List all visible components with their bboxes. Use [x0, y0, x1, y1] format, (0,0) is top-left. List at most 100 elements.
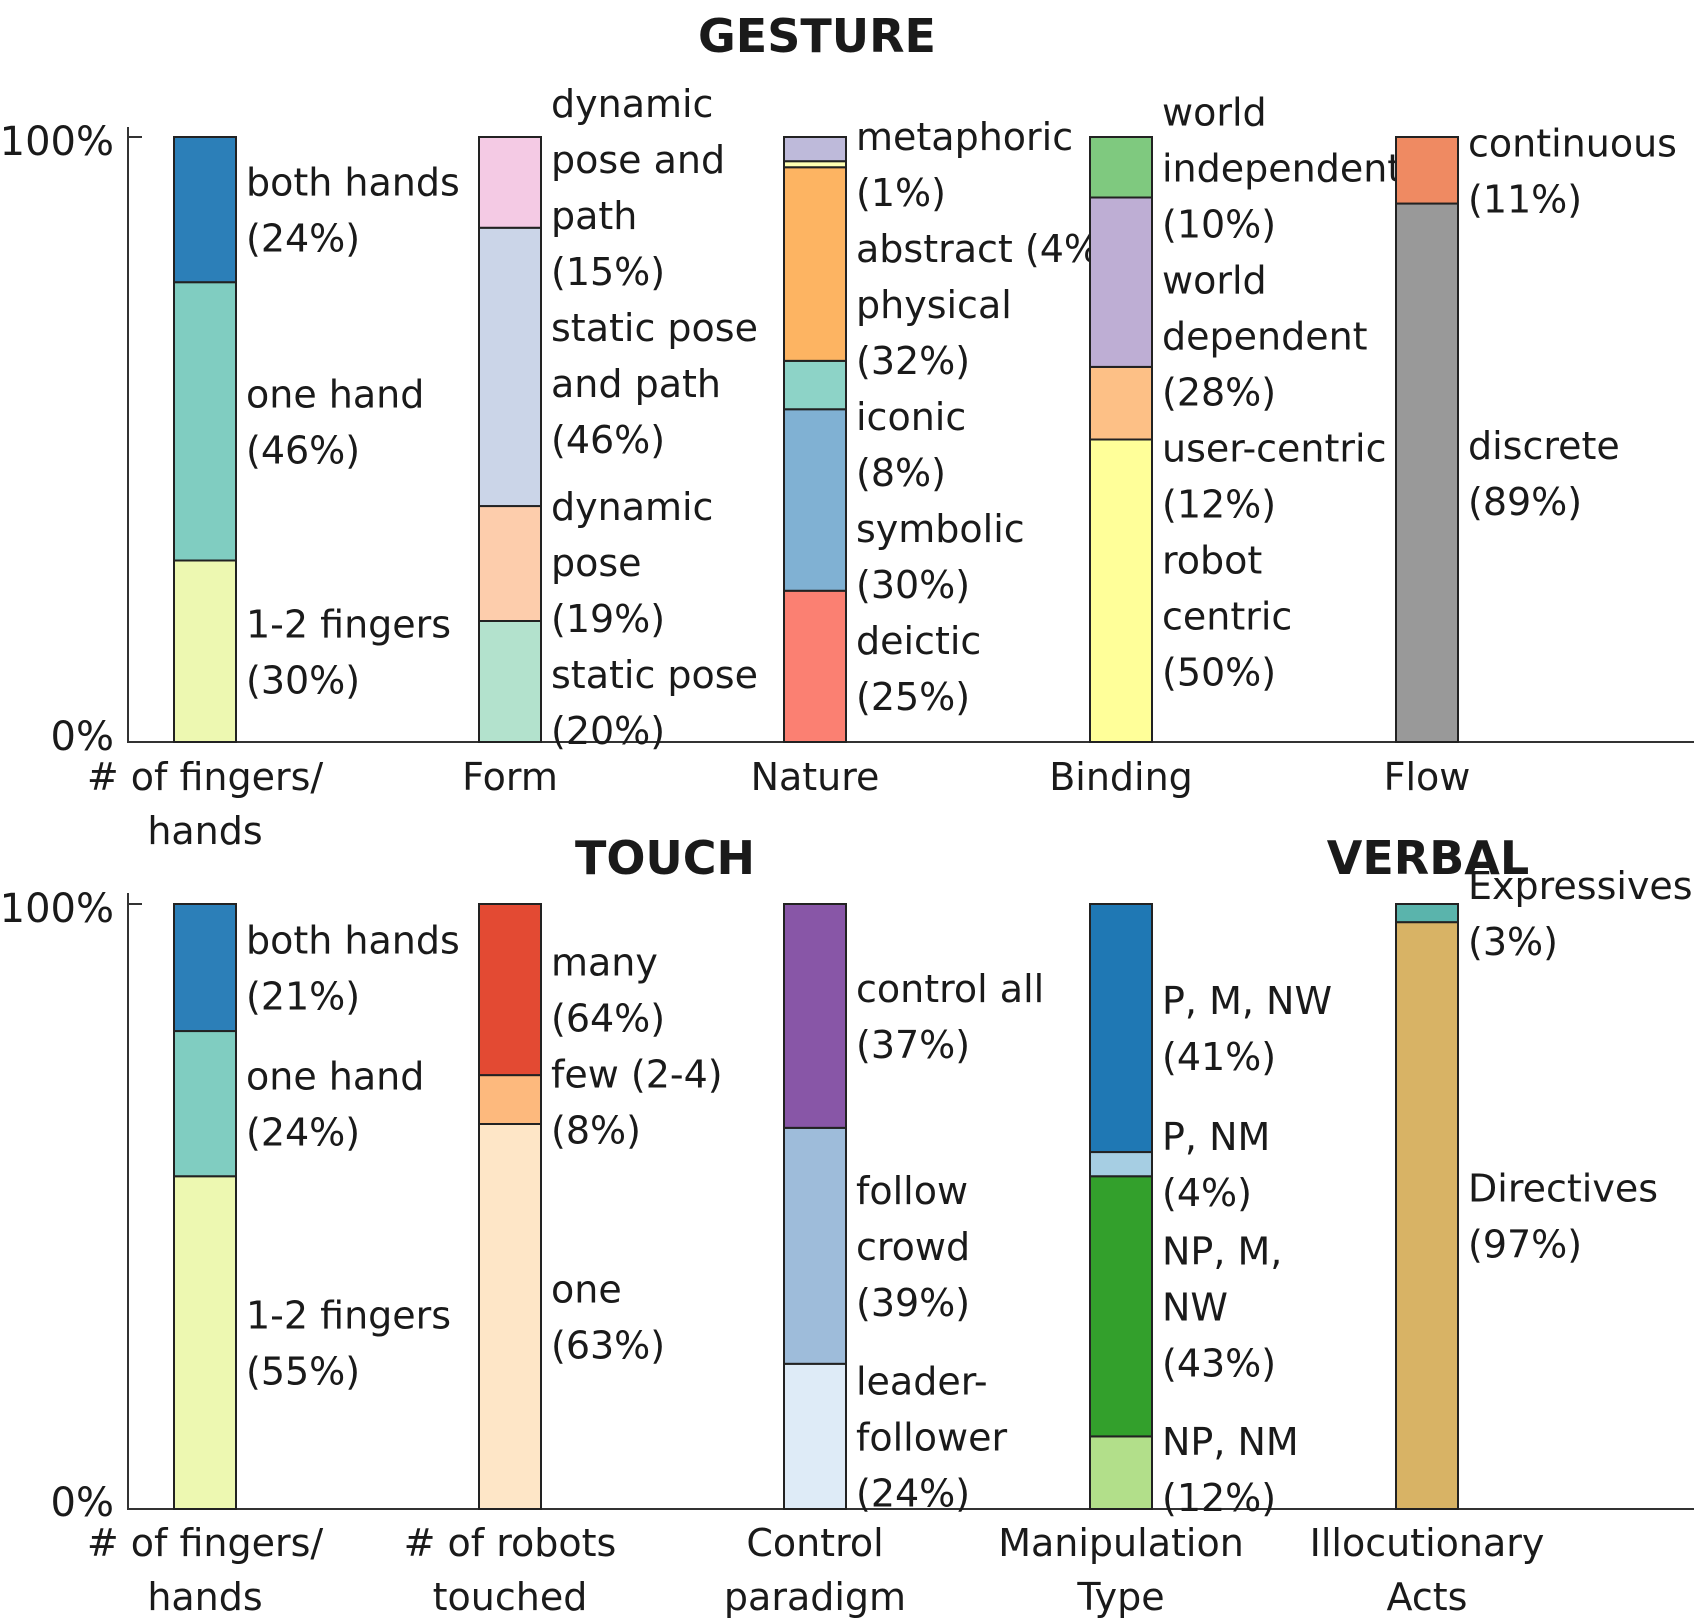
segment-label-of-robots-touched-one: one (63%): [551, 1268, 665, 1368]
segment-label-line: P, NM: [1162, 1115, 1270, 1159]
segment-label-line: deictic: [856, 619, 981, 663]
category-label-line: Binding: [1049, 755, 1193, 799]
segment-label-line: (21%): [246, 975, 360, 1019]
bar-segment-form-dynamic: [478, 136, 542, 229]
category-label-line: Acts: [1387, 1575, 1468, 1619]
segment-label-line: (55%): [246, 1350, 360, 1394]
bar-segment-illocutionary-acts-directives: [1395, 921, 1459, 1510]
segment-label-control-paradigm-control-all: control all (37%): [856, 967, 1044, 1067]
segment-label-line: continuous: [1468, 121, 1677, 165]
segment-label-line: NW: [1162, 1285, 1228, 1329]
bar-segment-control-paradigm-follow: [783, 1126, 847, 1365]
segment-label-of-fingers-hands-1-2-fingers: 1-2 fingers (30%): [246, 602, 451, 702]
bar-segment-nature-symbolic: [783, 408, 847, 592]
bar-flow: continuous (11%) discrete (89%) Flow: [1384, 121, 1677, 799]
segment-label-of-fingers-hands-one-hand: one hand (24%): [246, 1055, 424, 1155]
bar-form: dynamic pose and path (15%) static pose and p…: [462, 82, 758, 799]
segment-label-line: (28%): [1162, 370, 1276, 414]
segment-label-line: (12%): [1162, 482, 1276, 526]
segment-label-line: (89%): [1468, 480, 1582, 524]
segment-label-binding-world: world independent (10%): [1162, 90, 1402, 246]
segment-label-line: static pose: [551, 653, 758, 697]
segment-label-control-paradigm-follow: follow crowd (39%): [856, 1169, 970, 1325]
bar-manipulation-type: P, M, NW (41%) P, NM (4%) NP, M, NW (43%) NP, N…: [998, 903, 1332, 1619]
segment-label-nature-metaphoric: metaphoric (1%): [856, 115, 1073, 215]
segment-label-binding-world: world dependent (28%): [1162, 258, 1368, 414]
category-label-line: Form: [462, 755, 558, 799]
bar-segment-of-fingers-hands-1-2-fingers: [173, 559, 237, 743]
bar-segment-nature-physical: [783, 166, 847, 362]
category-label-line: Manipulation: [998, 1521, 1244, 1565]
category-label-of-robots-touched: # of robots touched: [404, 1521, 617, 1619]
segment-label-line: (10%): [1162, 202, 1276, 246]
segment-label-line: (15%): [551, 250, 665, 294]
category-label-line: Type: [1076, 1575, 1164, 1619]
segment-label-form-dynamic: dynamic pose (19%): [551, 485, 713, 641]
bar-segment-nature-iconic: [783, 359, 847, 411]
segment-label-illocutionary-acts-directives: Directives (97%): [1468, 1167, 1658, 1267]
segment-label-line: (19%): [551, 597, 665, 641]
segment-label-line: (24%): [856, 1471, 970, 1515]
segment-label-manipulation-type-np-nm: NP, NM (12%): [1162, 1420, 1299, 1520]
bar-segment-form-static-pose: [478, 620, 542, 743]
segment-label-form-dynamic: dynamic pose and path (15%): [551, 82, 725, 294]
segment-label-line: follower: [856, 1415, 1007, 1459]
bar-segment-manipulation-type-p-m-nw: [1089, 903, 1153, 1154]
segment-label-line: world: [1162, 90, 1267, 134]
bar-segment-of-robots-touched-one: [478, 1123, 542, 1510]
segment-label-nature-physical: physical (32%): [856, 283, 1012, 383]
bar-segment-nature-abstract-4: [783, 136, 847, 163]
segment-label-line: abstract (4%): [856, 227, 1115, 271]
touch-ytick-100: 100%: [0, 886, 114, 932]
segment-label-nature-symbolic: symbolic (30%): [856, 507, 1025, 607]
segment-label-line: dynamic: [551, 82, 713, 126]
category-label-line: hands: [147, 809, 262, 853]
category-label-line: touched: [433, 1575, 588, 1619]
segment-label-nature-iconic: iconic (8%): [856, 395, 966, 495]
bar-segment-of-fingers-hands-both-hands: [173, 136, 237, 284]
bar-segment-binding-world: [1089, 136, 1153, 199]
category-label-of-fingers-hands: # of fingers/hands: [87, 1521, 324, 1619]
category-label-line: Control: [746, 1521, 883, 1565]
segment-label-line: metaphoric: [856, 115, 1073, 159]
segment-label-line: leader-: [856, 1359, 988, 1403]
segment-label-manipulation-type-p-m-nw: P, M, NW (41%): [1162, 979, 1332, 1079]
segment-label-line: one hand: [246, 372, 424, 416]
category-label-line: # of robots: [404, 1521, 617, 1565]
segment-label-line: (8%): [551, 1109, 641, 1153]
segment-label-line: NP, M,: [1162, 1229, 1282, 1273]
segment-label-line: physical: [856, 283, 1012, 327]
segment-label-line: (20%): [551, 709, 665, 753]
bar-segment-of-robots-touched-many: [478, 903, 542, 1077]
segment-label-line: crowd: [856, 1225, 970, 1269]
category-label-control-paradigm: Control paradigm: [724, 1521, 906, 1619]
category-label-line: hands: [147, 1575, 262, 1619]
segment-label-line: (46%): [551, 418, 665, 462]
segment-label-line: (63%): [551, 1324, 665, 1368]
segment-label-line: independent: [1162, 146, 1402, 190]
category-label-flow: Flow: [1384, 755, 1471, 799]
segment-label-line: (39%): [856, 1281, 970, 1325]
segment-label-manipulation-type-p-nm: P, NM (4%): [1162, 1115, 1270, 1215]
segment-label-of-fingers-hands-1-2-fingers: 1-2 fingers (55%): [246, 1294, 451, 1394]
segment-label-line: control all: [856, 967, 1044, 1011]
segment-label-line: (30%): [246, 658, 360, 702]
segment-label-line: (3%): [1468, 920, 1558, 964]
segment-label-line: (97%): [1468, 1223, 1582, 1267]
segment-label-line: user-centric: [1162, 426, 1387, 470]
segment-label-line: both hands: [246, 161, 460, 205]
touch-title: TOUCH: [575, 831, 755, 885]
bar-segment-manipulation-type-np-nm: [1089, 1435, 1153, 1511]
touch-axes: [127, 893, 1694, 1510]
segment-label-line: pose: [551, 541, 642, 585]
segment-label-line: (24%): [246, 217, 360, 261]
segment-label-line: 1-2 fingers: [246, 1294, 451, 1338]
segment-label-line: (46%): [246, 428, 360, 472]
segment-label-flow-continuous: continuous (11%): [1468, 121, 1677, 221]
bar-segment-binding-robot: [1089, 438, 1153, 743]
category-label-illocutionary-acts: Illocutionary Acts: [1310, 1521, 1545, 1619]
segment-label-line: (50%): [1162, 650, 1276, 694]
segment-label-form-static-pose: static pose and path (46%): [551, 306, 758, 462]
segment-label-line: both hands: [246, 919, 460, 963]
segment-label-line: dependent: [1162, 314, 1368, 358]
